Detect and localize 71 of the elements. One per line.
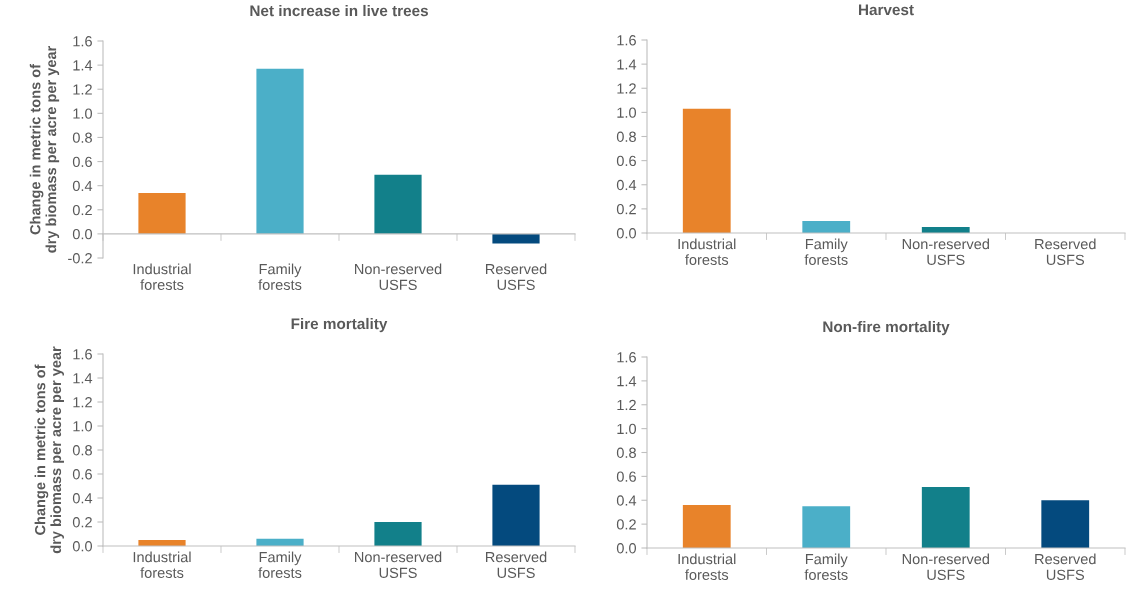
bar — [256, 68, 304, 234]
y-tick-label: 1.0 — [617, 107, 637, 118]
y-tick-label: 0.8 — [616, 447, 636, 458]
bar — [138, 192, 186, 234]
y-tick-label: 0.2 — [616, 519, 636, 530]
y-tick-label: 1.0 — [73, 108, 93, 119]
y-tick-label: 1.2 — [617, 399, 636, 411]
bar — [682, 505, 731, 548]
y-tick-label: 1.6 — [73, 349, 92, 360]
bar — [374, 522, 422, 546]
bar — [492, 484, 540, 546]
y-tick-label: 1.2 — [617, 83, 636, 94]
y-tick-label: 1.6 — [617, 352, 636, 363]
x-tick-label: Non-reserved USFS — [902, 238, 989, 265]
y-tick-label: 0.0 — [616, 543, 637, 554]
bar — [1041, 500, 1090, 548]
x-tick-label: Reserved USFS — [485, 263, 547, 290]
x-tick-label: Industrial forests — [678, 553, 736, 580]
x-tick-label: Non-reserved USFS — [902, 553, 989, 580]
y-tick-label: 0.2 — [616, 203, 636, 215]
y-tick-label: 1.2 — [73, 397, 92, 408]
chart-title: Harvest — [859, 4, 914, 16]
x-tick-label: Family forests — [804, 553, 848, 580]
y-axis-title: Change in metric tons of dry biomass per acre per year — [34, 346, 64, 554]
x-tick-label: Non-reserved USFS — [355, 263, 442, 290]
chart-title: Fire mortality — [291, 317, 388, 333]
y-tick-label: 0.8 — [72, 445, 92, 456]
y-tick-label: 0.8 — [616, 131, 636, 142]
x-tick-label: Reserved USFS — [485, 551, 547, 578]
y-tick-label: 1.0 — [73, 421, 93, 432]
y-tick-label: 0.4 — [72, 180, 93, 192]
y-tick-label: 0.6 — [616, 155, 636, 167]
y-tick-label: 1.4 — [617, 59, 637, 70]
y-tick-label: 0.0 — [72, 228, 93, 240]
bar — [492, 233, 540, 244]
y-tick-label: 0.6 — [72, 156, 92, 167]
y-tick-label: 1.6 — [617, 35, 636, 46]
y-tick-label: 0.0 — [72, 541, 93, 552]
bar — [802, 220, 851, 233]
bar — [374, 174, 422, 234]
y-tick-label: 0.6 — [616, 471, 636, 482]
y-tick-label: 1.4 — [73, 60, 93, 71]
y-tick-label: 1.2 — [73, 84, 92, 95]
y-tick-label: 1.4 — [73, 373, 93, 384]
y-tick-label: 0.6 — [72, 469, 92, 480]
y-tick-label: 0.0 — [616, 228, 637, 239]
bar — [921, 487, 970, 548]
x-tick-label: Non-reserved USFS — [355, 551, 442, 578]
y-tick-label: 0.8 — [72, 132, 92, 143]
bar — [802, 506, 851, 548]
y-tick-label: 1.0 — [617, 423, 637, 435]
chart-title: Non-fire mortality — [823, 320, 950, 336]
x-tick-label: Reserved USFS — [1035, 553, 1096, 580]
x-tick-label: Reserved USFS — [1035, 238, 1096, 265]
y-tick-label: 1.4 — [617, 376, 637, 387]
y-axis-title: Change in metric tons of dry biomass per acre per year — [29, 45, 60, 253]
x-tick-label: Family forests — [258, 263, 302, 290]
y-tick-label: -0.2 — [68, 253, 92, 264]
y-tick-label: 0.2 — [72, 204, 92, 216]
x-tick-label: Industrial forests — [678, 238, 736, 265]
x-tick-label: Industrial forests — [133, 263, 191, 290]
y-tick-label: 0.4 — [72, 493, 93, 504]
y-tick-label: 1.6 — [73, 36, 92, 47]
x-tick-label: Family forests — [804, 238, 848, 265]
chart-title: Net increase in live trees — [250, 4, 428, 17]
x-tick-label: Industrial forests — [133, 551, 191, 578]
y-tick-label: 0.2 — [72, 517, 92, 528]
x-tick-label: Family forests — [258, 551, 302, 578]
bar — [682, 108, 731, 233]
y-tick-label: 0.4 — [616, 495, 637, 506]
y-tick-label: 0.4 — [616, 179, 637, 191]
